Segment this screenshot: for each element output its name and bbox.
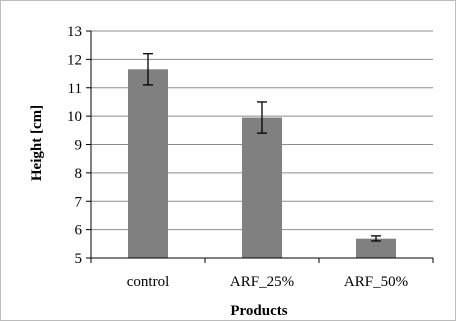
x-axis-title: Products: [230, 303, 287, 319]
y-axis-title: Height [cm]: [29, 105, 45, 181]
bar-ARF_50%: [356, 238, 396, 258]
x-tick-label: control: [127, 274, 170, 290]
y-tick-label: 9: [75, 138, 83, 154]
y-tick-labels: 5 6 7 8 9 10 11 12 13: [67, 24, 83, 267]
error-bars: [143, 53, 381, 242]
bar-control: [128, 69, 168, 259]
x-tick-label: ARF_50%: [344, 274, 408, 290]
y-tick-label: 10: [67, 109, 82, 125]
y-tick-label: 7: [75, 194, 83, 210]
axes: [86, 30, 434, 263]
y-tick-label: 6: [75, 223, 83, 239]
y-tick-label: 12: [67, 52, 82, 68]
bars: [128, 69, 396, 259]
x-tick-label: ARF_25%: [230, 274, 294, 290]
x-tick-labels: control ARF_25% ARF_50%: [127, 274, 408, 290]
y-tick-label: 13: [67, 24, 82, 40]
y-tick-label: 5: [75, 251, 83, 267]
y-tick-label: 8: [75, 166, 83, 182]
y-tick-label: 11: [68, 81, 82, 97]
bar-ARF_25%: [242, 117, 282, 258]
